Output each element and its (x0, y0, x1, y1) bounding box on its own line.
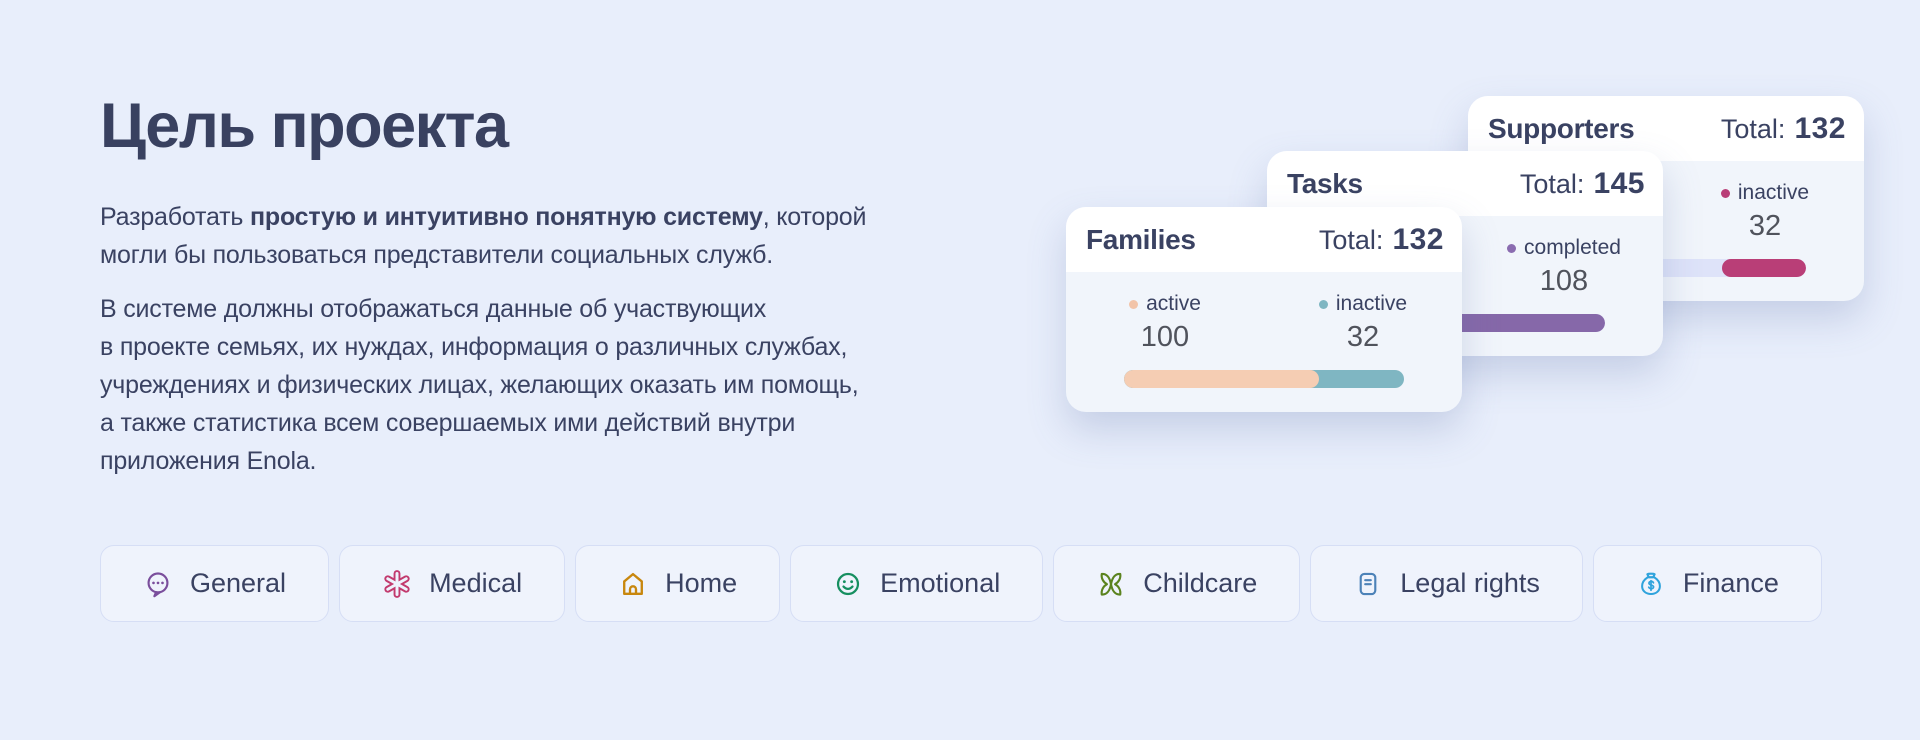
intro-prefix: Разработать (100, 203, 250, 231)
legend-active: active 100 (1129, 292, 1201, 354)
chip-label: Finance (1682, 568, 1779, 598)
total-label: Total: (1720, 113, 1786, 144)
legend-dot (1507, 243, 1517, 253)
chip-label: Medical (429, 568, 523, 598)
total-value: 132 (1392, 222, 1444, 256)
card-title: Tasks (1287, 167, 1363, 199)
smiley-icon (833, 569, 863, 599)
chip-label: Childcare (1143, 568, 1258, 598)
chip-label: General (190, 568, 287, 598)
families-card-header: Families Total: 132 (1066, 207, 1462, 272)
intro-suffix: , которой могли бы пользоваться представ… (100, 203, 867, 269)
card-total: Total: 132 (1721, 112, 1846, 146)
chip-emotional[interactable]: Emotional (790, 545, 1044, 622)
total-value: 132 (1794, 111, 1846, 145)
chip-general[interactable]: General (100, 545, 330, 622)
legend-completed: completed 108 (1507, 236, 1621, 298)
legend-label: completed (1524, 236, 1621, 259)
legend-dot (1129, 299, 1139, 309)
chip-label: Home (665, 568, 738, 598)
chip-home[interactable]: Home (575, 545, 781, 622)
page-title: Цель проекта (100, 91, 509, 161)
families-card: Families Total: 132 active 100 (1066, 207, 1462, 412)
asterisk-icon (382, 569, 412, 599)
card-title: Families (1086, 223, 1196, 255)
legend-value: 32 (1748, 210, 1782, 242)
chip-legal-rights[interactable]: Legal rights (1310, 545, 1583, 622)
legend-value: 108 (1539, 265, 1589, 297)
legend-value: 100 (1140, 321, 1190, 353)
legend-inactive: inactive 32 (1720, 181, 1810, 243)
description-paragraph: В системе должны отображаться данные об … (100, 295, 859, 475)
card-title: Supporters (1488, 112, 1635, 144)
speech-bubble-icon (143, 569, 173, 599)
families-card-body: active 100 inactive 32 (1066, 272, 1462, 412)
chip-medical[interactable]: Medical (339, 545, 566, 622)
supporters-card-header: Supporters Total: 132 (1468, 96, 1864, 161)
chip-childcare[interactable]: Childcare (1053, 545, 1301, 622)
intro-paragraph: Разработать простую и интуитивно понятну… (100, 198, 930, 274)
document-icon (1353, 569, 1383, 599)
card-total: Total: 145 (1520, 167, 1645, 201)
intro-bold: простую и интуитивно понятную систему (249, 203, 763, 231)
chip-label: Legal rights (1400, 568, 1540, 598)
legend-label: active (1146, 292, 1201, 315)
chip-label: Emotional (880, 568, 1001, 598)
chip-finance[interactable]: Finance (1592, 545, 1822, 622)
families-bar-fill (1124, 370, 1319, 388)
tasks-card-header: Tasks Total: 145 (1267, 151, 1663, 216)
families-progress-bar (1124, 370, 1404, 388)
legend-label: inactive (1335, 292, 1408, 315)
card-total: Total: 132 (1319, 223, 1444, 257)
supporters-bar-fill (1722, 259, 1806, 277)
house-icon (618, 569, 648, 599)
legend-dot (1720, 188, 1730, 198)
total-label: Total: (1318, 224, 1384, 255)
legend-label: inactive (1737, 181, 1810, 204)
total-value: 145 (1593, 166, 1645, 200)
butterfly-icon (1096, 569, 1126, 599)
legend-inactive: inactive 32 (1318, 292, 1408, 354)
legend-dot (1318, 299, 1328, 309)
total-label: Total: (1519, 168, 1585, 199)
money-bag-icon (1636, 569, 1666, 599)
category-chip-row: General Medical (100, 545, 1822, 622)
legend-value: 32 (1346, 321, 1380, 353)
